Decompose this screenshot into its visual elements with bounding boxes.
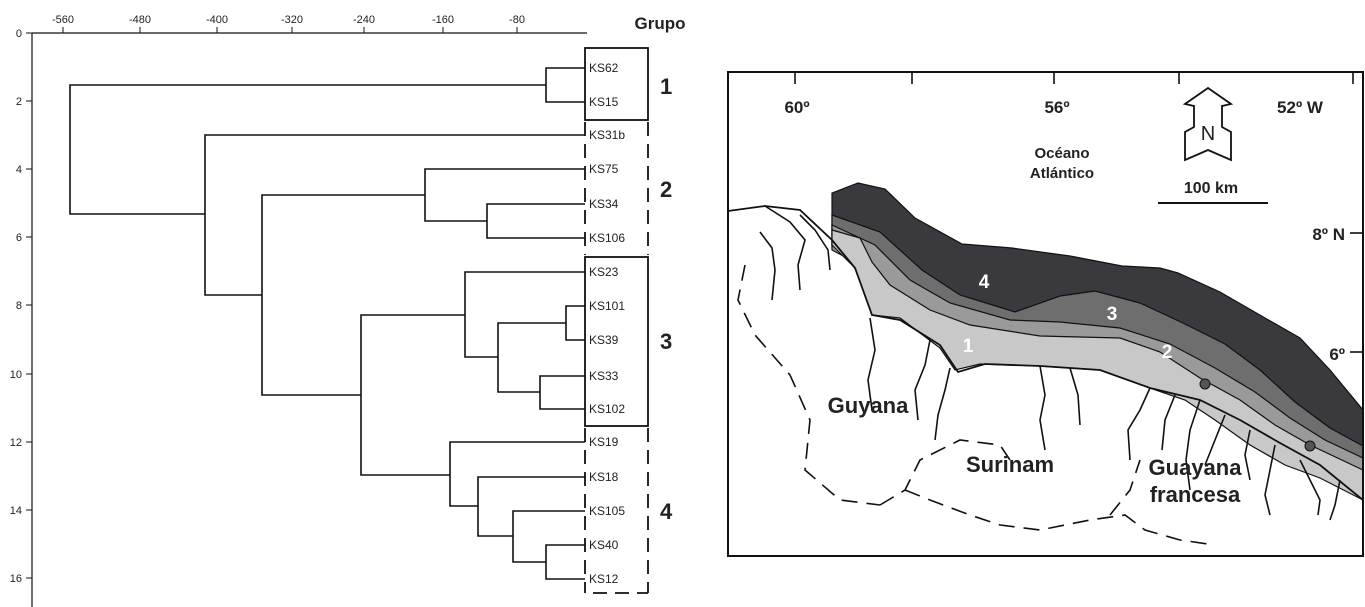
y-tick-label: 4	[16, 164, 22, 176]
leaf-label: KS23	[589, 265, 619, 279]
coastline	[728, 205, 1363, 501]
y-tick-label: 16	[10, 573, 22, 585]
country-label-guyana: Guyana	[828, 393, 909, 418]
group-box-3	[584, 256, 649, 427]
x-tick-label: -400	[206, 14, 228, 26]
leaf-label: KS62	[589, 61, 619, 75]
zone-label: 3	[1107, 304, 1118, 325]
branch-ks40-ks12	[545, 544, 585, 580]
y-tick-label: 0	[16, 28, 22, 40]
y-tick-label: 8	[16, 300, 22, 312]
branch-ks105-sub	[512, 510, 585, 563]
ocean-label: Océano	[1034, 145, 1089, 162]
branch-ks33-ks102	[539, 375, 585, 410]
ocean-label: Atlántico	[1030, 165, 1094, 182]
latitude-label: 8º N	[1312, 225, 1345, 244]
longitude-label: 56º	[1044, 98, 1069, 117]
map-frame	[727, 71, 1364, 557]
y-tick-label: 10	[10, 369, 22, 381]
north-arrow-icon: N	[1182, 86, 1234, 162]
dendrogram: -560 -480 -400 -320 -240 -160 -80 0 2 4 …	[10, 14, 686, 607]
group-boxes	[584, 47, 649, 594]
longitude-label: 52º W	[1277, 98, 1324, 117]
branch-group1	[69, 84, 546, 215]
y-tick-label: 6	[16, 232, 22, 244]
branch-ks34-ks106	[486, 203, 585, 239]
leaf-label: KS105	[589, 504, 625, 518]
branch-ks31b	[204, 134, 585, 296]
zone-label: 1	[963, 336, 974, 357]
longitude-ticks	[794, 72, 1354, 84]
x-tick-label: -80	[509, 14, 525, 26]
group-number: 3	[660, 329, 672, 354]
group-number: 2	[660, 177, 672, 202]
y-axis-ticks	[26, 32, 32, 579]
latitude-ticks	[1350, 232, 1363, 353]
group-number: 4	[660, 499, 673, 524]
branch-group3-4	[360, 314, 465, 476]
station-dot	[1304, 440, 1316, 452]
rivers	[759, 205, 1341, 521]
zone-label: 2	[1162, 342, 1173, 363]
x-axis-ticks	[62, 27, 518, 33]
leaf-label: KS39	[589, 333, 619, 347]
branch-group2	[261, 194, 425, 396]
branch-ks75-sub	[424, 168, 585, 222]
longitude-label: 60º	[784, 98, 809, 117]
branch-group3-inner	[497, 322, 566, 393]
leaf-label: KS106	[589, 231, 625, 245]
leaf-label: KS102	[589, 402, 625, 416]
leaf-label: KS18	[589, 470, 619, 484]
dendrogram-branches	[69, 67, 585, 580]
x-tick-label: -320	[281, 14, 303, 26]
y-tick-label: 2	[16, 96, 22, 108]
country-borders	[737, 264, 1216, 546]
map: 60º 56º 52º W 8º N 6º Océano Atlántico N…	[727, 71, 1364, 557]
branch-ks101-ks39	[565, 305, 585, 341]
group-box-1	[584, 47, 649, 121]
country-label-surinam: Surinam	[966, 452, 1054, 477]
leaf-label: KS12	[589, 572, 619, 586]
leaf-label: KS33	[589, 369, 619, 383]
y-tick-label: 12	[10, 437, 22, 449]
shelf-zone-1	[831, 229, 1363, 501]
branch-ks18-sub	[477, 476, 585, 537]
leaf-label: KS75	[589, 162, 619, 176]
map-content	[728, 182, 1363, 546]
leaf-label: KS101	[589, 299, 625, 313]
leaf-label: KS31b	[589, 128, 625, 142]
group-number: 1	[660, 74, 672, 99]
country-label-french-guiana: Guayana	[1149, 455, 1243, 480]
branch-ks19-sub	[449, 441, 585, 507]
leaf-label: KS19	[589, 435, 619, 449]
x-tick-label: -480	[129, 14, 151, 26]
x-tick-label: -560	[52, 14, 74, 26]
latitude-label: 6º	[1329, 345, 1345, 364]
group-box-4	[584, 428, 649, 594]
branch-ks23-sub	[464, 271, 585, 358]
country-label-french-guiana: francesa	[1150, 482, 1241, 507]
x-tick-label: -160	[432, 14, 454, 26]
leaf-label: KS34	[589, 197, 619, 211]
north-label: N	[1201, 123, 1215, 145]
group-header: Grupo	[635, 14, 686, 33]
scale-label: 100 km	[1184, 180, 1238, 197]
station-dot	[1199, 378, 1211, 390]
leaf-label: KS15	[589, 95, 619, 109]
leaf-label: KS40	[589, 538, 619, 552]
x-tick-label: -240	[353, 14, 375, 26]
group-box-2	[584, 122, 649, 255]
branch-ks62-ks15	[545, 67, 585, 103]
zone-label: 4	[979, 272, 990, 293]
y-tick-label: 14	[10, 505, 22, 517]
